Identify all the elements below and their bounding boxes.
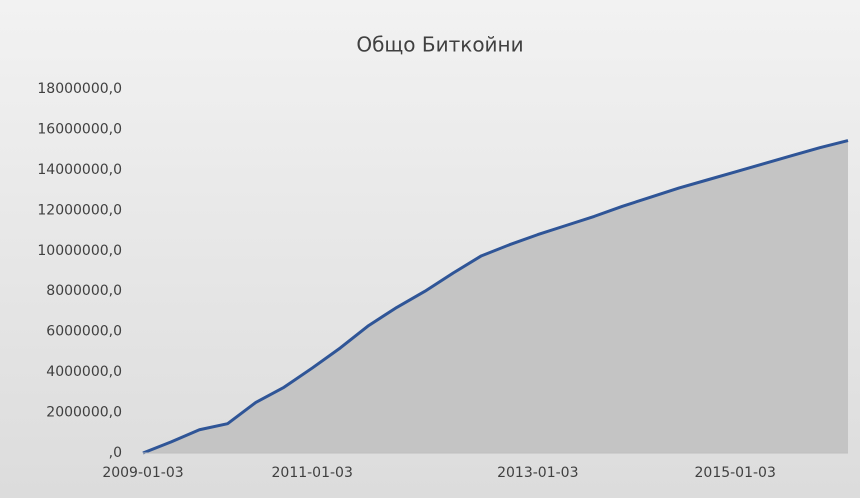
y-tick-label: 4000000,0 <box>46 364 122 380</box>
y-tick-label: 6000000,0 <box>46 324 122 340</box>
y-tick-label: 10000000,0 <box>37 243 122 259</box>
y-tick-label: 2000000,0 <box>46 405 122 421</box>
line <box>142 139 849 455</box>
x-tick-label: 2013-01-03 <box>497 465 578 481</box>
y-tick-label: 8000000,0 <box>46 283 122 299</box>
x-tick-label: 2009-01-03 <box>102 465 183 481</box>
x-tick-label: 2011-01-03 <box>272 465 353 481</box>
chart-title: Общо Биткойни <box>356 33 523 57</box>
y-tick-label: 18000000,0 <box>37 81 122 97</box>
y-tick-label: 12000000,0 <box>37 202 122 218</box>
x-tick-label: 2015-01-03 <box>695 465 776 481</box>
y-tick-label: ,0 <box>109 445 122 461</box>
y-tick-label: 16000000,0 <box>37 121 122 137</box>
y-tick-label: 14000000,0 <box>37 162 122 178</box>
area <box>143 140 848 454</box>
